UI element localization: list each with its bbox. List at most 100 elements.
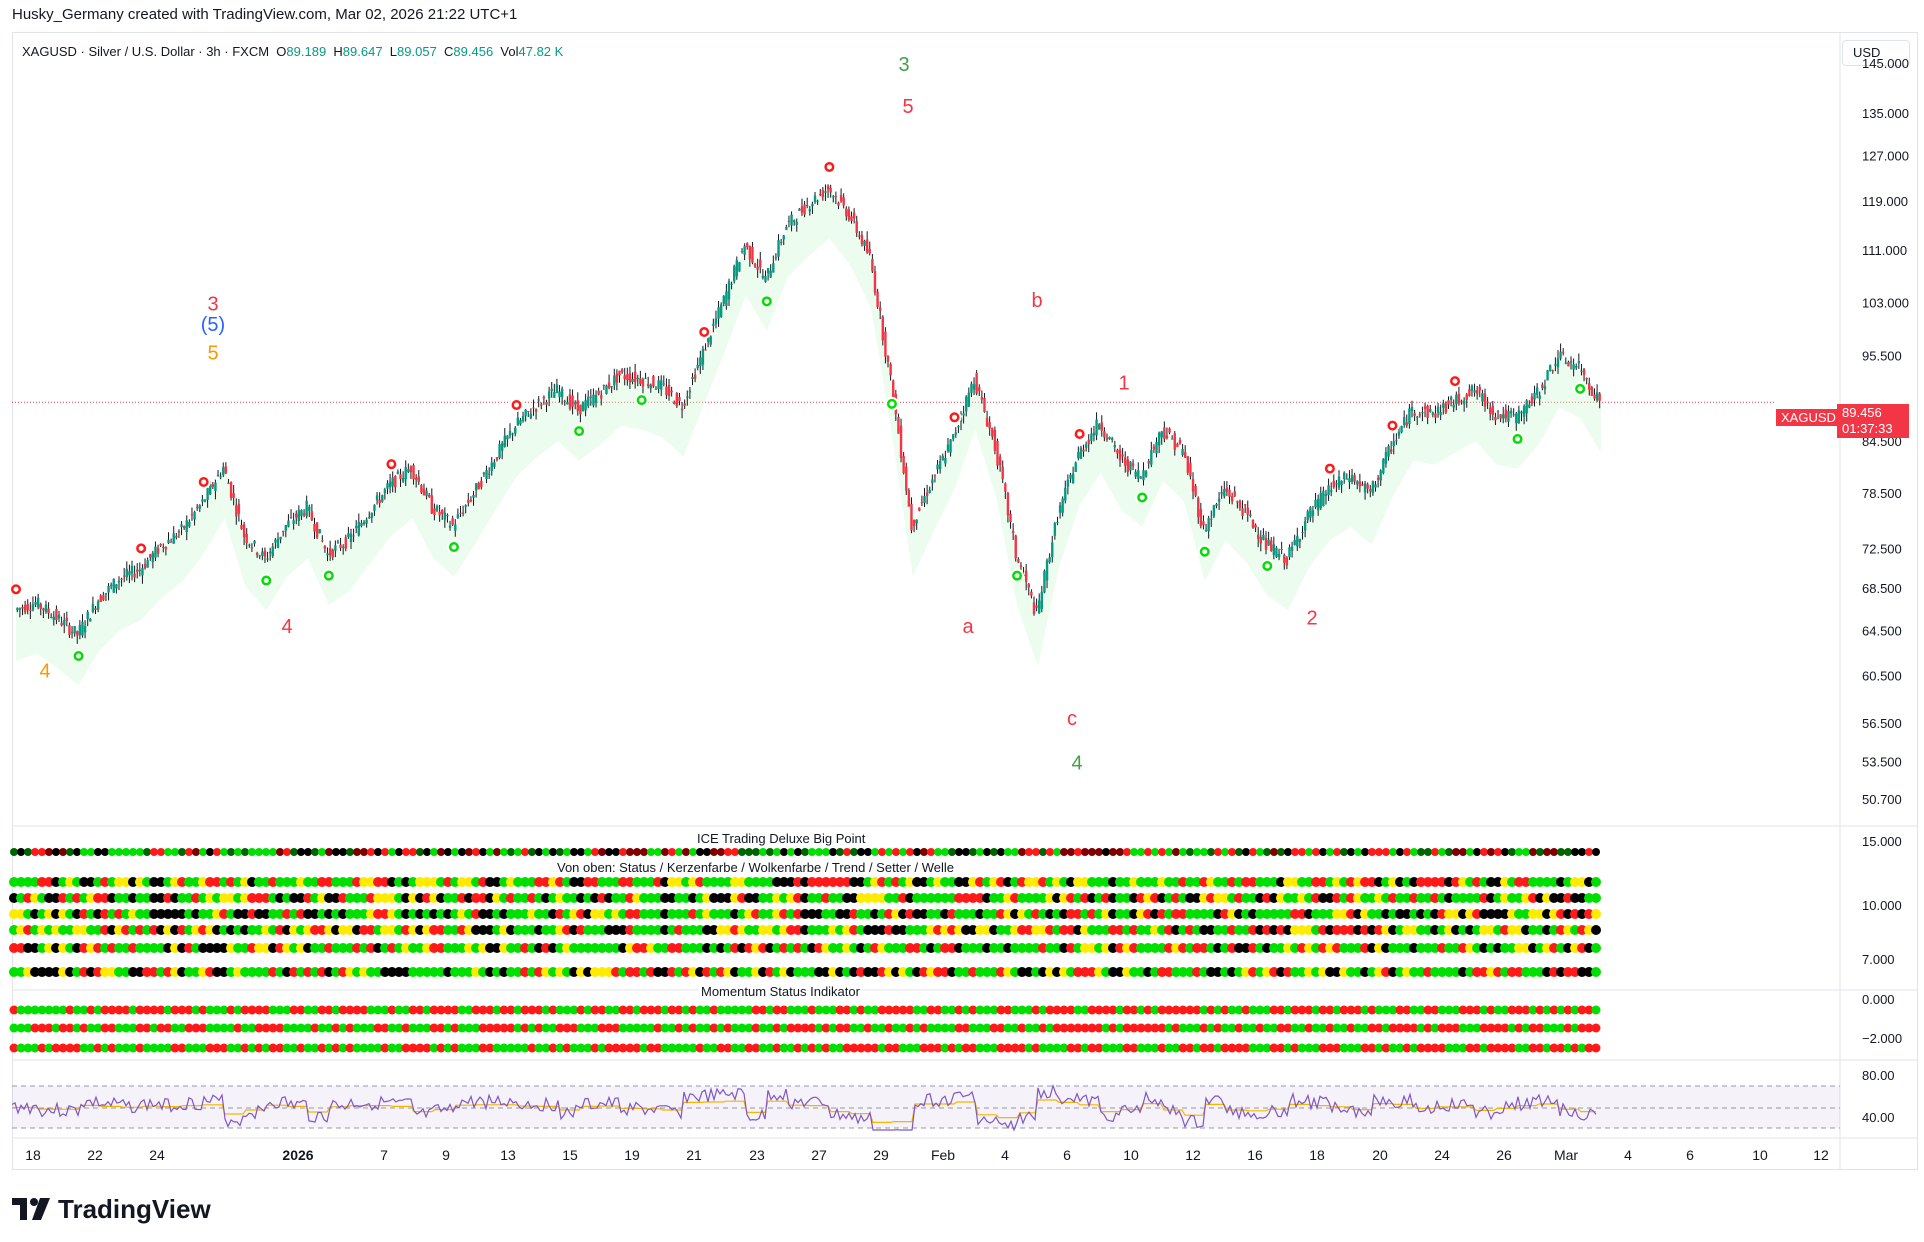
indicator-dot xyxy=(199,848,207,856)
candle-body xyxy=(1382,458,1385,474)
indicator-dot xyxy=(1591,1005,1601,1015)
candle-body xyxy=(1116,449,1119,454)
indicator-dot xyxy=(1150,1005,1160,1015)
indicator-dot xyxy=(744,877,754,887)
indicator-dot xyxy=(793,909,803,919)
indicator-dot xyxy=(674,1005,684,1015)
indicator-dot xyxy=(450,1043,460,1053)
indicator-dot xyxy=(520,1043,530,1053)
indicator-dot xyxy=(1423,967,1433,977)
indicator-dot xyxy=(135,877,145,887)
indicator-dot xyxy=(1367,1023,1377,1033)
indicator-dot xyxy=(457,893,467,903)
indicator-dot xyxy=(1199,909,1209,919)
indicator-dot xyxy=(870,1005,880,1015)
indicator-dot xyxy=(1577,1005,1587,1015)
indicator-dot xyxy=(765,893,775,903)
indicator-dot xyxy=(1305,848,1313,856)
y-tick-label: 135.000 xyxy=(1862,106,1909,121)
tradingview-logo[interactable]: TradingView xyxy=(12,1193,211,1225)
indicator-dot xyxy=(1346,1023,1356,1033)
indicator-dot xyxy=(1192,1023,1202,1033)
indicator-dot xyxy=(51,943,61,953)
indicator-dot xyxy=(1185,1005,1195,1015)
indicator-dot xyxy=(1150,1043,1160,1053)
indicator-dot xyxy=(807,925,817,935)
indicator-dot xyxy=(1424,848,1432,856)
candle-body xyxy=(532,407,535,409)
indicator-dot xyxy=(1213,909,1223,919)
candle-body xyxy=(420,485,423,493)
indicator-dot xyxy=(1171,877,1181,887)
indicator-dot xyxy=(646,1023,656,1033)
indicator-dot xyxy=(1528,893,1538,903)
indicator-dot xyxy=(723,877,733,887)
indicator-dot xyxy=(807,1023,817,1033)
candle-body xyxy=(305,500,308,517)
indicator-dot xyxy=(37,1043,47,1053)
indicator-dot xyxy=(44,1005,54,1015)
indicator-dot xyxy=(1277,848,1285,856)
indicator-dot xyxy=(1311,893,1321,903)
indicator-dot xyxy=(1157,893,1167,903)
indicator-dot xyxy=(878,848,886,856)
indicator-dot xyxy=(499,943,509,953)
indicator-dot xyxy=(1528,1005,1538,1015)
candle-body xyxy=(915,519,918,524)
indicator-dot xyxy=(136,848,144,856)
candle-body xyxy=(686,396,689,398)
indicator-dot xyxy=(1123,848,1131,856)
indicator-dot xyxy=(863,909,873,919)
candle-body xyxy=(751,246,754,263)
candle-body xyxy=(1470,385,1474,391)
candle-body xyxy=(177,531,181,533)
candle-body xyxy=(576,400,579,411)
indicator-dot xyxy=(1374,893,1384,903)
indicator-dot xyxy=(1144,848,1152,856)
indicator-dot xyxy=(1213,967,1223,977)
indicator-dot xyxy=(254,909,264,919)
indicator-dot xyxy=(745,848,753,856)
indicator-dot xyxy=(331,893,341,903)
candle-body xyxy=(1395,440,1398,442)
indicator-dot xyxy=(1339,893,1349,903)
indicator-dot xyxy=(1157,1043,1167,1053)
indicator-dot xyxy=(1325,1023,1335,1033)
indicator-dot xyxy=(716,893,726,903)
indicator-dot xyxy=(226,967,236,977)
symbol-legend[interactable]: XAGUSD · Silver / U.S. Dollar · 3h · FXC… xyxy=(22,44,564,59)
indicator-dot xyxy=(1458,909,1468,919)
indicator-dot xyxy=(1206,909,1216,919)
indicator-dot xyxy=(1472,1005,1482,1015)
indicator-dot xyxy=(23,943,33,953)
indicator-dot xyxy=(1318,1005,1328,1015)
indicator-dot xyxy=(940,893,950,903)
indicator-dot xyxy=(198,967,208,977)
indicator-dot xyxy=(1459,848,1467,856)
candle-body xyxy=(769,270,772,278)
indicator-dot xyxy=(598,848,606,856)
candle-body xyxy=(1311,510,1315,516)
candle-body xyxy=(722,295,725,304)
indicator-dot xyxy=(65,1023,75,1033)
indicator-dot xyxy=(1178,943,1188,953)
indicator-dot xyxy=(752,848,760,856)
indicator-dot xyxy=(415,877,425,887)
indicator-dot xyxy=(541,925,551,935)
indicator-dot xyxy=(65,877,75,887)
candle-body xyxy=(1405,422,1408,426)
indicator-dot xyxy=(947,877,957,887)
candle-body xyxy=(545,402,548,405)
indicator-dot xyxy=(877,943,887,953)
indicator-dot xyxy=(1339,877,1349,887)
indicator-dot xyxy=(1249,848,1257,856)
indicator-dot xyxy=(982,909,992,919)
candle-body xyxy=(117,580,121,583)
indicator-dot xyxy=(1563,967,1573,977)
indicator-dot xyxy=(513,909,523,919)
currency-button[interactable]: USD xyxy=(1842,40,1910,66)
indicator-dot xyxy=(1332,893,1342,903)
indicator-dot xyxy=(723,893,733,903)
candle-body xyxy=(584,400,587,411)
